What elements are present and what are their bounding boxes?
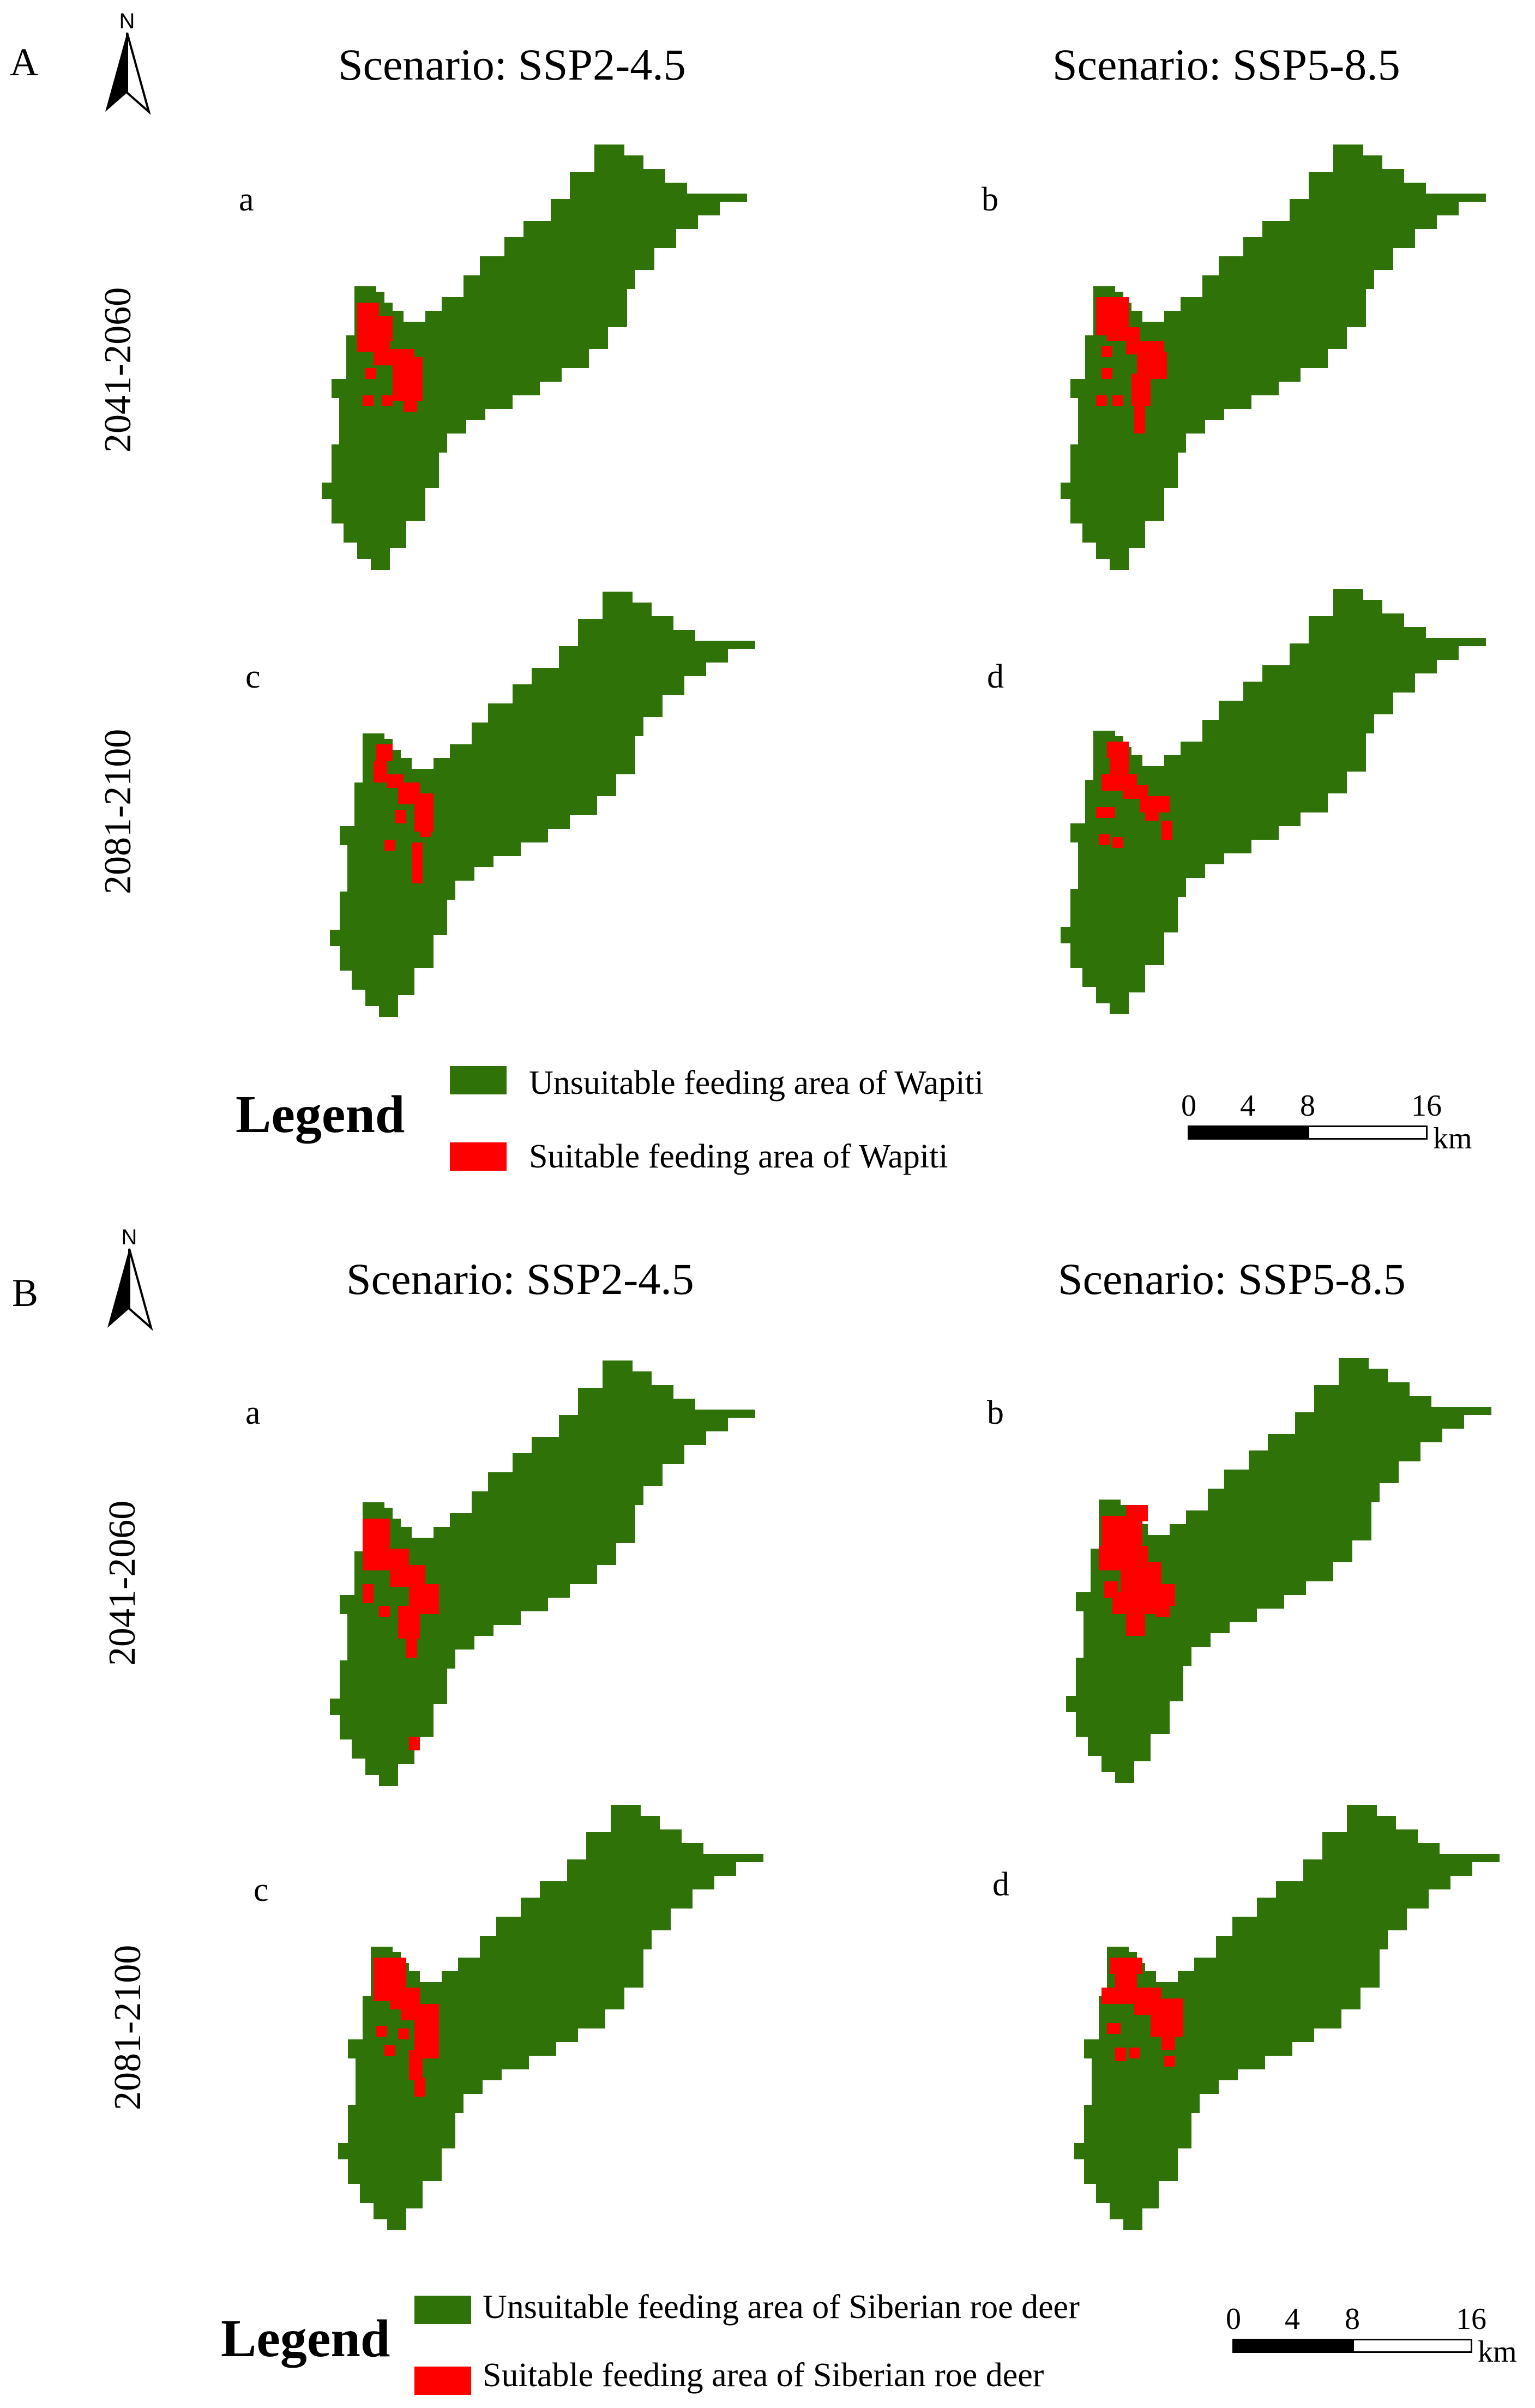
map-d-ssp585-2081 — [1074, 1805, 1500, 2230]
legend-label-suitable: Suitable feeding area of Siberian roe de… — [483, 2357, 1044, 2394]
scale-bar: 0 4 8 16 km — [1181, 1089, 1472, 1154]
scenario-title-ssp585: Scenario: SSP5-8.5 — [1058, 1254, 1406, 1304]
map-label: b — [982, 181, 998, 218]
map-label: b — [987, 1394, 1004, 1431]
period-label-2041-2060: 2041-2060 — [97, 287, 139, 453]
suitable-area — [1101, 1958, 1183, 2067]
map-label: a — [245, 1394, 261, 1431]
suitable-area — [1096, 742, 1172, 848]
map-label: c — [245, 658, 261, 695]
north-arrow-icon: N — [97, 9, 157, 115]
legend-swatch-unsuitable — [450, 1066, 507, 1094]
scenario-title-ssp585: Scenario: SSP5-8.5 — [1052, 40, 1400, 89]
map-c-ssp245-2081 — [338, 1805, 763, 2230]
scale-tick: 8 — [1300, 1089, 1315, 1123]
suitable-area — [374, 1958, 439, 2097]
map-label: d — [987, 658, 1004, 695]
legend-swatch-unsuitable — [414, 2296, 471, 2324]
suitable-area — [1096, 297, 1167, 434]
map-c-ssp245-2081 — [330, 592, 755, 1017]
north-arrow-icon: N — [99, 1225, 159, 1331]
suitable-area — [363, 1519, 439, 1750]
scale-tick: 4 — [1240, 1089, 1255, 1123]
suitable-area — [1099, 1505, 1175, 1636]
period-label-2081-2100: 2081-2100 — [107, 1945, 149, 2110]
map-label: a — [239, 181, 254, 218]
scale-tick: 4 — [1285, 2302, 1300, 2336]
suitable-area — [374, 744, 434, 883]
legend-swatch-suitable — [450, 1142, 507, 1171]
panel-label: B — [12, 1271, 39, 1315]
legend-label-unsuitable: Unsuitable feeding area of Wapiti — [529, 1064, 984, 1101]
legend-swatch-suitable — [414, 2367, 471, 2395]
scale-unit: km — [1433, 1122, 1472, 1155]
legend-title: Legend — [236, 1085, 405, 1144]
map-d-ssp585-2081 — [1061, 589, 1486, 1014]
scale-tick: 0 — [1181, 1089, 1196, 1123]
scenario-title-ssp245: Scenario: SSP2-4.5 — [338, 40, 686, 89]
map-a-ssp245-2041 — [322, 145, 747, 570]
unsuitable-area — [1074, 1805, 1500, 2230]
legend-title: Legend — [221, 2309, 390, 2368]
scale-tick: 8 — [1345, 2302, 1360, 2336]
scale-tick: 16 — [1456, 2302, 1486, 2336]
period-label-2081-2100: 2081-2100 — [97, 729, 139, 894]
scale-tick: 0 — [1226, 2302, 1241, 2336]
legend-label-unsuitable: Unsuitable feeding area of Siberian roe … — [483, 2289, 1080, 2326]
unsuitable-area — [330, 592, 755, 1017]
period-label-2041-2060: 2041-2060 — [101, 1500, 143, 1666]
map-b-ssp585-2041 — [1066, 1358, 1491, 1783]
scale-tick: 16 — [1411, 1089, 1442, 1123]
scale-unit: km — [1478, 2335, 1517, 2369]
map-label: d — [992, 1866, 1009, 1903]
scale-bar: 0 4 8 16 km — [1226, 2302, 1517, 2367]
unsuitable-area — [1061, 589, 1486, 1014]
suitable-area — [357, 303, 423, 412]
scenario-title-ssp245: Scenario: SSP2-4.5 — [346, 1254, 694, 1304]
map-a-ssp245-2041 — [330, 1360, 755, 1786]
map-label: c — [254, 1871, 269, 1909]
map-b-ssp585-2041 — [1061, 145, 1486, 570]
legend-label-suitable: Suitable feeding area of Wapiti — [529, 1138, 948, 1175]
north-label: N — [122, 1227, 137, 1249]
panel-label: A — [10, 40, 38, 84]
north-label: N — [119, 11, 135, 33]
unsuitable-area — [1061, 145, 1486, 570]
